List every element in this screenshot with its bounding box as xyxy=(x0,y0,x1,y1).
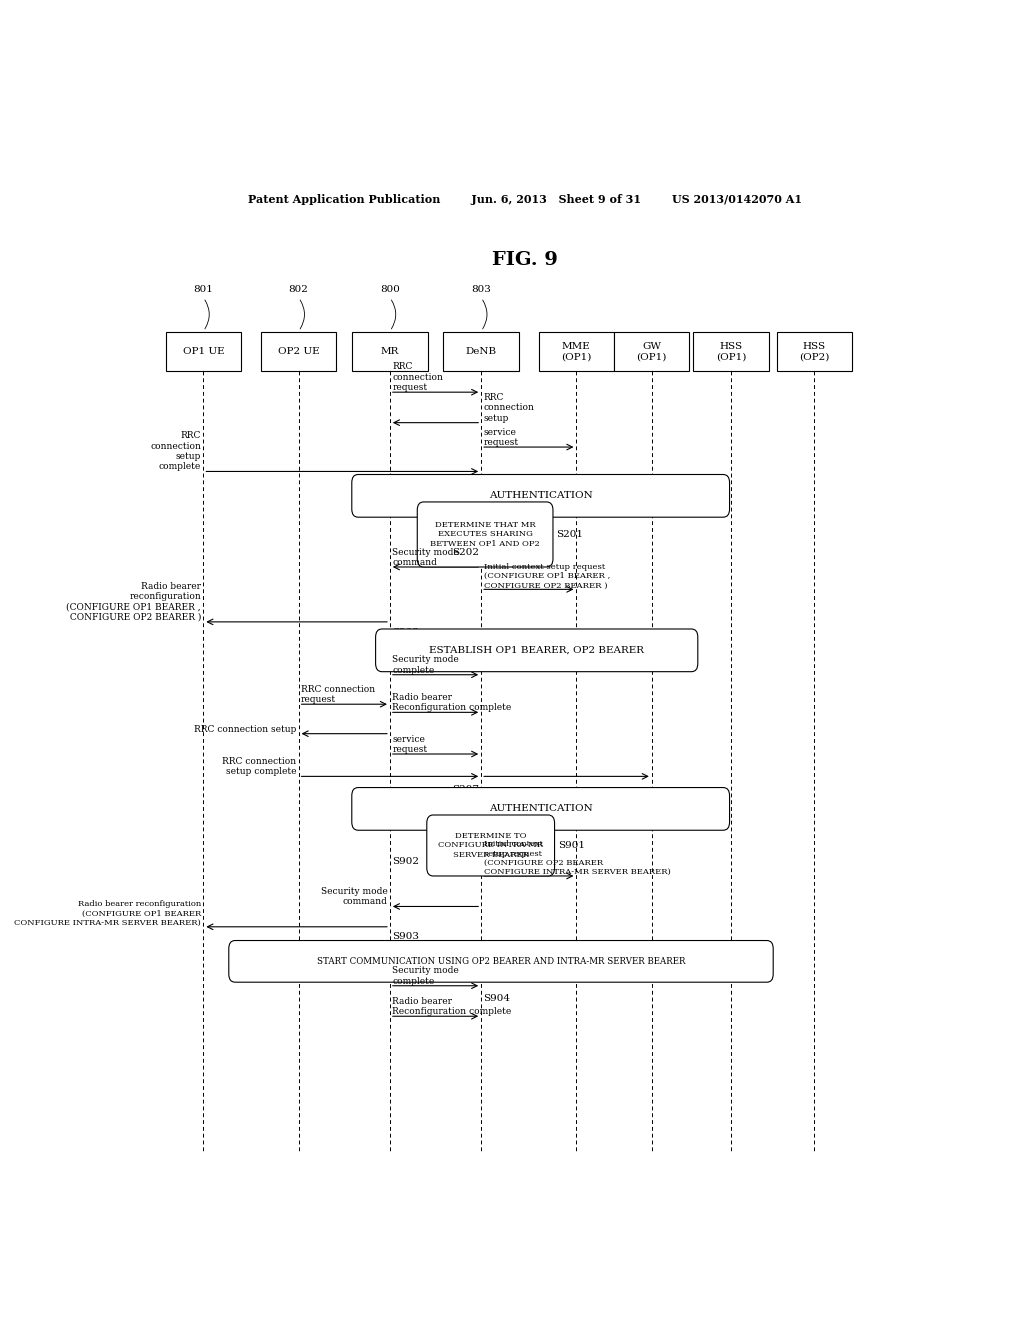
Text: S902: S902 xyxy=(392,857,419,866)
Text: DeNB: DeNB xyxy=(466,347,497,356)
Text: OP2 UE: OP2 UE xyxy=(278,347,319,356)
FancyBboxPatch shape xyxy=(427,814,555,876)
FancyBboxPatch shape xyxy=(777,333,852,371)
Text: RRC
connection
request: RRC connection request xyxy=(392,363,443,392)
Text: DETERMINE TO
CONFIGURE INTRA-MR
SERVER BEARER: DETERMINE TO CONFIGURE INTRA-MR SERVER B… xyxy=(438,833,543,859)
FancyBboxPatch shape xyxy=(417,502,553,568)
Text: Security mode
complete: Security mode complete xyxy=(392,966,459,986)
Text: DETERMINE THAT MR
EXECUTES SHARING
BETWEEN OP1 AND OP2: DETERMINE THAT MR EXECUTES SHARING BETWE… xyxy=(430,521,540,548)
Text: GW
(OP1): GW (OP1) xyxy=(637,342,667,362)
Text: service
request: service request xyxy=(483,428,519,447)
Text: FIG. 9: FIG. 9 xyxy=(492,251,558,269)
Text: OP1 UE: OP1 UE xyxy=(182,347,224,356)
FancyBboxPatch shape xyxy=(166,333,241,371)
Text: service
request: service request xyxy=(392,735,427,754)
Text: AUTHENTICATION: AUTHENTICATION xyxy=(488,491,593,500)
Text: S203: S203 xyxy=(392,628,419,638)
Text: S202: S202 xyxy=(452,548,479,557)
FancyBboxPatch shape xyxy=(376,630,697,672)
Text: START COMMUNICATION USING OP2 BEARER AND INTRA-MR SERVER BEARER: START COMMUNICATION USING OP2 BEARER AND… xyxy=(316,957,685,966)
Text: HSS
(OP1): HSS (OP1) xyxy=(716,342,746,362)
Text: ESTABLISH OP1 BEARER, OP2 BEARER: ESTABLISH OP1 BEARER, OP2 BEARER xyxy=(429,645,644,655)
Text: S904: S904 xyxy=(483,994,511,1003)
Text: Initial context setup request
(CONFIGURE OP1 BEARER ,
CONFIGURE OP2 BEARER ): Initial context setup request (CONFIGURE… xyxy=(483,562,610,589)
Text: Radio bearer reconfiguration
(CONFIGURE OP1 BEARER
CONFIGURE INTRA-MR SERVER BEA: Radio bearer reconfiguration (CONFIGURE … xyxy=(14,900,201,927)
Text: RRC connection
setup complete: RRC connection setup complete xyxy=(222,756,296,776)
Text: RRC connection setup: RRC connection setup xyxy=(194,725,296,734)
FancyBboxPatch shape xyxy=(352,333,428,371)
Text: 800: 800 xyxy=(380,285,399,293)
Text: Radio bearer
Reconfiguration complete: Radio bearer Reconfiguration complete xyxy=(392,693,512,713)
Text: S903: S903 xyxy=(392,932,419,941)
Text: MR: MR xyxy=(381,347,399,356)
FancyBboxPatch shape xyxy=(352,474,729,517)
FancyBboxPatch shape xyxy=(539,333,614,371)
Text: S201: S201 xyxy=(556,529,583,539)
Text: 802: 802 xyxy=(289,285,308,293)
Text: RRC
connection
setup: RRC connection setup xyxy=(483,393,535,422)
Text: S207: S207 xyxy=(452,784,479,793)
FancyBboxPatch shape xyxy=(261,333,336,371)
Text: RRC
connection
setup
complete: RRC connection setup complete xyxy=(151,432,201,471)
Text: RRC connection
request: RRC connection request xyxy=(301,685,375,704)
Text: MME
(OP1): MME (OP1) xyxy=(561,342,592,362)
Text: Patent Application Publication        Jun. 6, 2013   Sheet 9 of 31        US 201: Patent Application Publication Jun. 6, 2… xyxy=(248,194,802,205)
Text: Security mode
command: Security mode command xyxy=(392,548,459,568)
Text: Radio bearer
Reconfiguration complete: Radio bearer Reconfiguration complete xyxy=(392,997,512,1016)
FancyBboxPatch shape xyxy=(693,333,769,371)
Text: 803: 803 xyxy=(471,285,492,293)
Text: Radio bearer
reconfiguration
(CONFIGURE OP1 BEARER ,
 CONFIGURE OP2 BEARER ): Radio bearer reconfiguration (CONFIGURE … xyxy=(67,582,201,622)
Text: AUTHENTICATION: AUTHENTICATION xyxy=(488,804,593,813)
Text: 801: 801 xyxy=(194,285,213,293)
Text: Security mode
command: Security mode command xyxy=(321,887,387,907)
FancyBboxPatch shape xyxy=(614,333,689,371)
Text: Security mode
complete: Security mode complete xyxy=(392,655,459,675)
FancyBboxPatch shape xyxy=(228,941,773,982)
Text: Initial context
setup request
(CONFIGURE OP2 BEARER
CONFIGURE INTRA-MR SERVER BE: Initial context setup request (CONFIGURE… xyxy=(483,841,671,876)
Text: S901: S901 xyxy=(558,841,585,850)
Text: HSS
(OP2): HSS (OP2) xyxy=(800,342,829,362)
FancyBboxPatch shape xyxy=(443,333,519,371)
FancyBboxPatch shape xyxy=(352,788,729,830)
